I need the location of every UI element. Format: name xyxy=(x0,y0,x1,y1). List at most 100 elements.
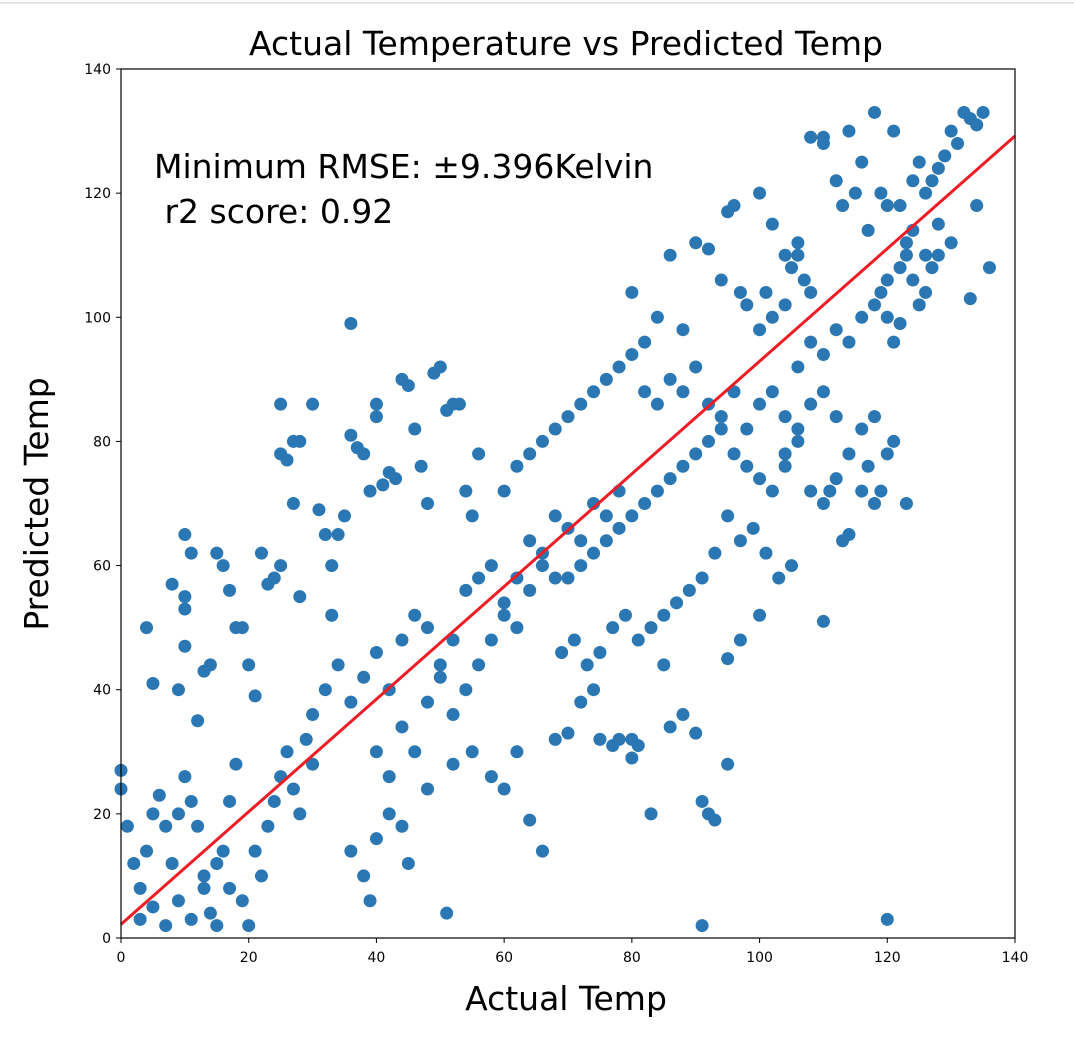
data-point xyxy=(887,124,901,138)
data-point xyxy=(829,472,843,486)
y-tick-label: 20 xyxy=(93,807,111,823)
data-point xyxy=(401,857,415,871)
data-point xyxy=(899,236,913,250)
data-point xyxy=(369,745,383,759)
data-point xyxy=(484,770,498,784)
data-point xyxy=(804,285,818,299)
data-point xyxy=(140,621,154,635)
data-point xyxy=(625,509,639,523)
data-point xyxy=(484,559,498,573)
data-point xyxy=(465,509,479,523)
data-point xyxy=(580,658,594,672)
data-point xyxy=(842,335,856,349)
data-point xyxy=(912,155,926,169)
data-point xyxy=(421,782,435,796)
x-tick-label: 140 xyxy=(1002,950,1029,966)
data-point xyxy=(223,583,237,597)
data-point xyxy=(127,857,141,871)
data-point xyxy=(689,236,703,250)
data-point xyxy=(880,310,894,324)
data-point xyxy=(650,397,664,411)
data-point xyxy=(791,248,805,262)
data-point xyxy=(561,726,575,740)
data-point xyxy=(280,453,294,467)
data-point xyxy=(395,720,409,734)
data-point xyxy=(887,434,901,448)
data-point xyxy=(331,658,345,672)
data-point xyxy=(574,559,588,573)
x-tick-label: 60 xyxy=(495,950,513,966)
data-point xyxy=(363,484,377,498)
data-point xyxy=(695,794,709,808)
data-point xyxy=(293,590,307,604)
y-tick-label: 120 xyxy=(84,186,111,202)
data-point xyxy=(625,348,639,362)
data-point xyxy=(625,751,639,765)
data-point xyxy=(203,658,217,672)
data-point xyxy=(880,273,894,287)
data-point xyxy=(701,242,715,256)
data-point xyxy=(676,708,690,722)
data-point xyxy=(618,608,632,622)
data-point xyxy=(791,422,805,436)
data-point xyxy=(695,919,709,933)
data-point xyxy=(778,248,792,262)
data-point xyxy=(433,670,447,684)
data-point xyxy=(325,608,339,622)
data-point xyxy=(970,199,984,213)
data-point xyxy=(344,428,358,442)
data-point xyxy=(440,906,454,920)
data-point xyxy=(376,478,390,492)
x-tick-label: 40 xyxy=(368,950,386,966)
data-point xyxy=(638,335,652,349)
plot-frame xyxy=(120,68,1016,939)
data-point xyxy=(395,819,409,833)
data-point xyxy=(893,316,907,330)
data-point xyxy=(421,695,435,709)
data-point xyxy=(312,503,326,517)
data-point xyxy=(676,385,690,399)
data-point xyxy=(925,174,939,188)
data-point xyxy=(708,813,722,827)
data-point xyxy=(159,919,173,933)
data-point xyxy=(421,497,435,510)
r2-annotation: r2 score: 0.92 xyxy=(154,192,393,231)
data-point xyxy=(306,757,320,771)
data-point xyxy=(714,410,728,424)
data-point xyxy=(765,217,779,231)
data-point xyxy=(772,571,786,585)
data-point xyxy=(369,832,383,846)
data-point xyxy=(267,571,281,585)
data-point xyxy=(919,186,933,200)
data-point xyxy=(535,434,549,448)
data-point xyxy=(535,844,549,858)
data-point xyxy=(523,534,537,548)
data-point xyxy=(829,323,843,337)
data-point xyxy=(791,434,805,448)
data-point xyxy=(472,447,486,461)
data-point xyxy=(804,397,818,411)
data-point xyxy=(804,335,818,349)
data-point xyxy=(344,316,358,330)
data-point xyxy=(523,447,537,461)
data-point xyxy=(740,298,754,312)
data-point xyxy=(446,633,460,647)
data-point xyxy=(548,422,562,436)
y-tick-label: 80 xyxy=(93,434,111,450)
data-point xyxy=(899,497,913,510)
data-point xyxy=(548,571,562,585)
data-point xyxy=(318,683,332,697)
data-point xyxy=(753,608,767,622)
data-point xyxy=(714,273,728,287)
data-point xyxy=(778,298,792,312)
data-point xyxy=(759,546,773,560)
data-point xyxy=(650,310,664,324)
data-point xyxy=(261,819,275,833)
data-point xyxy=(855,422,869,436)
data-point xyxy=(599,509,613,523)
data-point xyxy=(165,577,179,591)
data-point xyxy=(171,807,185,821)
data-point xyxy=(931,161,945,175)
fit-layer xyxy=(120,134,1016,926)
data-point xyxy=(855,310,869,324)
